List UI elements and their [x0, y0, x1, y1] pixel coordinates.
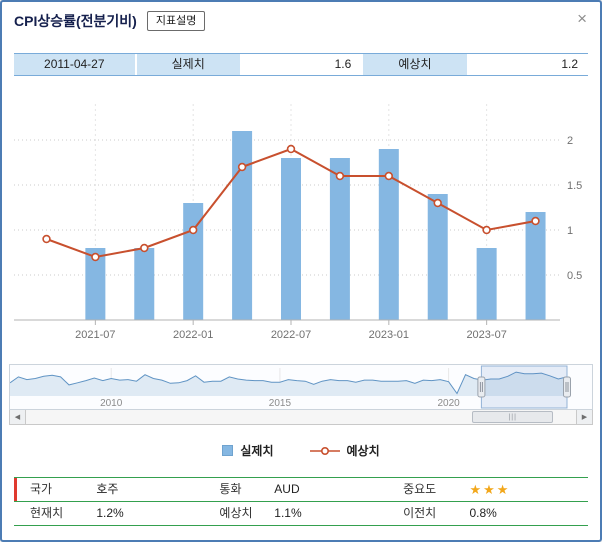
reading-info-bar: 2011-04-27 실제치 1.6 예상치 1.2: [14, 53, 588, 77]
country-label: 국가: [14, 478, 94, 502]
actual-series-swatch-icon: [222, 445, 234, 457]
legend-item-actual[interactable]: 실제치: [222, 442, 274, 459]
scrollbar-thumb[interactable]: |||: [472, 411, 554, 424]
table-row: 국가 호주 통화 AUD 중요도 ★★★: [14, 478, 588, 503]
reading-date: 2011-04-27: [14, 54, 135, 76]
legend-expected-label: 예상치: [346, 444, 380, 459]
svg-text:1.5: 1.5: [567, 180, 582, 192]
close-icon[interactable]: ×: [577, 9, 587, 28]
actual-value: 1.6: [334, 57, 352, 72]
expected-value: 1.2: [561, 57, 578, 72]
svg-text:1: 1: [567, 225, 573, 237]
expected-label: 예상치: [363, 54, 467, 76]
range-navigator[interactable]: 2010 2015 2020: [9, 364, 593, 411]
legend-item-expected[interactable]: 예상치: [309, 442, 380, 459]
navigator-chart[interactable]: 2010 2015 2020: [10, 365, 592, 409]
details-table: 국가 호주 통화 AUD 중요도 ★★★ 현재치 1.2% 예상치 1.1% 이…: [14, 477, 588, 527]
expected-row-label: 예상치: [219, 506, 253, 521]
importance-label: 중요도: [403, 482, 437, 497]
right-arrow-icon: ▶: [581, 414, 588, 422]
svg-text:2020: 2020: [437, 398, 460, 409]
svg-text:2023-01: 2023-01: [369, 329, 409, 341]
svg-text:2022-01: 2022-01: [173, 329, 213, 341]
svg-text:2021-07: 2021-07: [75, 329, 115, 341]
left-arrow-icon: ◀: [14, 414, 21, 422]
current-value: 1.2%: [96, 506, 124, 521]
current-label: 현재치: [30, 506, 64, 521]
country-value: 호주: [96, 482, 119, 497]
legend-actual-label: 실제치: [240, 444, 274, 459]
expected-series-marker-icon: [309, 446, 340, 455]
indicator-description-button[interactable]: 지표설명: [146, 11, 206, 32]
svg-text:2023-07: 2023-07: [466, 329, 506, 341]
expected-row-value: 1.1%: [274, 506, 302, 521]
previous-value: 0.8%: [469, 506, 497, 521]
scroll-right-button[interactable]: ▶: [576, 410, 592, 425]
titlebar: CPI상승률(전분기비) 지표설명: [2, 2, 600, 32]
actual-label: 실제치: [136, 54, 240, 76]
legend: 실제치 예상치: [2, 442, 600, 459]
currency-label: 통화: [219, 482, 242, 497]
page-title: CPI상승률(전분기비): [14, 13, 137, 30]
main-chart[interactable]: 0.5 1 1.5 2 2021-07 2022-01 2022-07 2023-01 2023…: [8, 88, 594, 350]
svg-text:2015: 2015: [269, 398, 292, 409]
svg-text:0.5: 0.5: [567, 270, 582, 282]
importance-stars: ★★★: [469, 482, 511, 498]
currency-value: AUD: [274, 482, 300, 497]
horizontal-scrollbar[interactable]: ◀ ||| ▶: [9, 410, 593, 426]
scrollbar-track[interactable]: |||: [25, 410, 577, 424]
scroll-left-button[interactable]: ◀: [10, 410, 26, 425]
svg-text:2010: 2010: [100, 398, 123, 409]
previous-label: 이전치: [403, 506, 437, 521]
svg-text:2022-07: 2022-07: [271, 329, 311, 341]
svg-text:2: 2: [567, 135, 573, 147]
table-row: 현재치 1.2% 예상치 1.1% 이전치 0.8%: [14, 502, 588, 527]
thumb-grip-icon: |||: [508, 413, 517, 421]
